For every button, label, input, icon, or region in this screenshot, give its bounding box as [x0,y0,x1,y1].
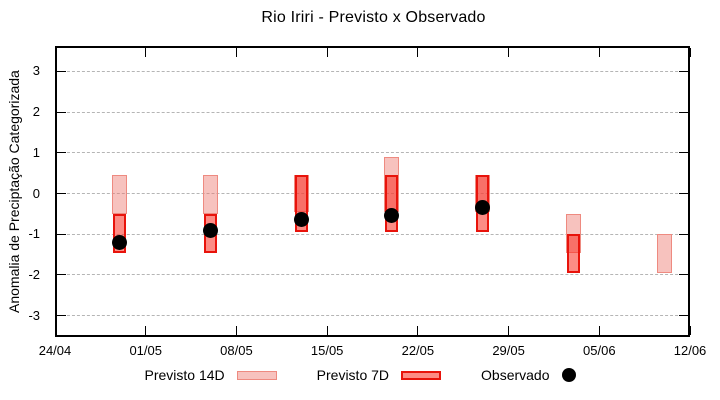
observado-point [203,222,219,238]
legend-label-previsto-14d: Previsto 14D [144,367,225,383]
x-tick-mark-bottom [235,326,237,335]
plot-border [55,46,690,337]
y-tick-mark-left [57,233,66,235]
x-tick-mark-top [54,48,56,57]
x-tick-mark-bottom [417,326,419,335]
x-tick-label: 15/05 [310,343,344,358]
y-gridline [57,193,688,194]
y-gridline [57,233,688,235]
y-tick-mark-right [679,193,688,194]
x-tick-mark-top [326,48,328,57]
y-tick-mark-right [679,70,688,72]
previsto-7d-bar [385,175,399,233]
x-tick-label: 22/05 [401,343,435,358]
y-tick-mark-left [57,315,66,317]
observado-point [112,234,128,250]
y-tick-label: 2 [32,104,40,120]
legend-item-previsto-7d: Previsto 7D [316,367,442,383]
y-tick-label: 3 [32,63,40,79]
y-gridline [57,111,688,113]
previsto-7d-bar [566,234,580,273]
x-tick-mark-bottom [508,326,510,335]
y-tick-mark-right [679,111,688,113]
y-tick-label: -3 [28,307,40,323]
y-tick-mark-left [57,274,66,276]
x-tick-mark-bottom [145,326,147,335]
legend-item-previsto-14d: Previsto 14D [145,367,277,383]
observado-dot-icon [561,368,576,382]
x-tick-label: 01/05 [129,343,162,358]
y-gridline [57,70,688,72]
observado-point [475,200,491,216]
x-tick-mark-top [689,48,691,57]
y-tick-mark-right [679,274,688,276]
legend-item-observado: Observado [481,367,576,383]
y-tick-mark-left [57,193,66,194]
chart-legend: Previsto 14D Previsto 7D Observado [0,367,720,383]
y-gridline [57,152,688,154]
y-tick-label: 0 [32,185,40,201]
x-tick-mark-top [417,48,419,57]
previsto-14d-bar [656,234,672,273]
y-gridline [57,315,688,317]
legend-label-observado: Observado [481,367,550,383]
x-tick-label: 08/05 [220,343,253,358]
y-tick-mark-left [57,152,66,154]
x-tick-label: 24/04 [38,343,72,358]
y-gridline [57,274,688,276]
x-tick-mark-bottom [598,326,600,335]
x-tick-mark-top [598,48,600,57]
y-tick-mark-left [57,111,66,113]
x-tick-mark-bottom [54,326,56,335]
y-tick-label: -1 [28,226,40,242]
y-tick-label: -2 [28,266,40,282]
legend-label-previsto-7d: Previsto 7D [316,367,390,383]
previsto-14d-bar [112,175,128,214]
observado-point [384,208,400,224]
x-tick-mark-bottom [689,326,691,335]
x-tick-mark-top [235,48,237,57]
x-tick-mark-top [145,48,147,57]
previsto-7d-swatch-icon [401,370,442,380]
x-tick-mark-bottom [326,326,328,335]
x-tick-mark-top [508,48,510,57]
chart-title: Rio Iriri - Previsto x Observado [261,9,486,26]
y-tick-mark-right [679,315,688,317]
observado-point [293,212,309,228]
x-tick-label: 05/06 [583,343,616,358]
y-tick-mark-left [57,70,66,72]
x-tick-label: 29/05 [492,343,525,358]
y-tick-mark-right [679,152,688,154]
x-tick-label: 12/06 [673,343,707,358]
y-tick-label: 1 [32,144,40,160]
previsto-14d-bar [203,175,219,214]
previsto-14d-swatch-icon [236,370,277,380]
y-tick-mark-right [679,233,688,235]
